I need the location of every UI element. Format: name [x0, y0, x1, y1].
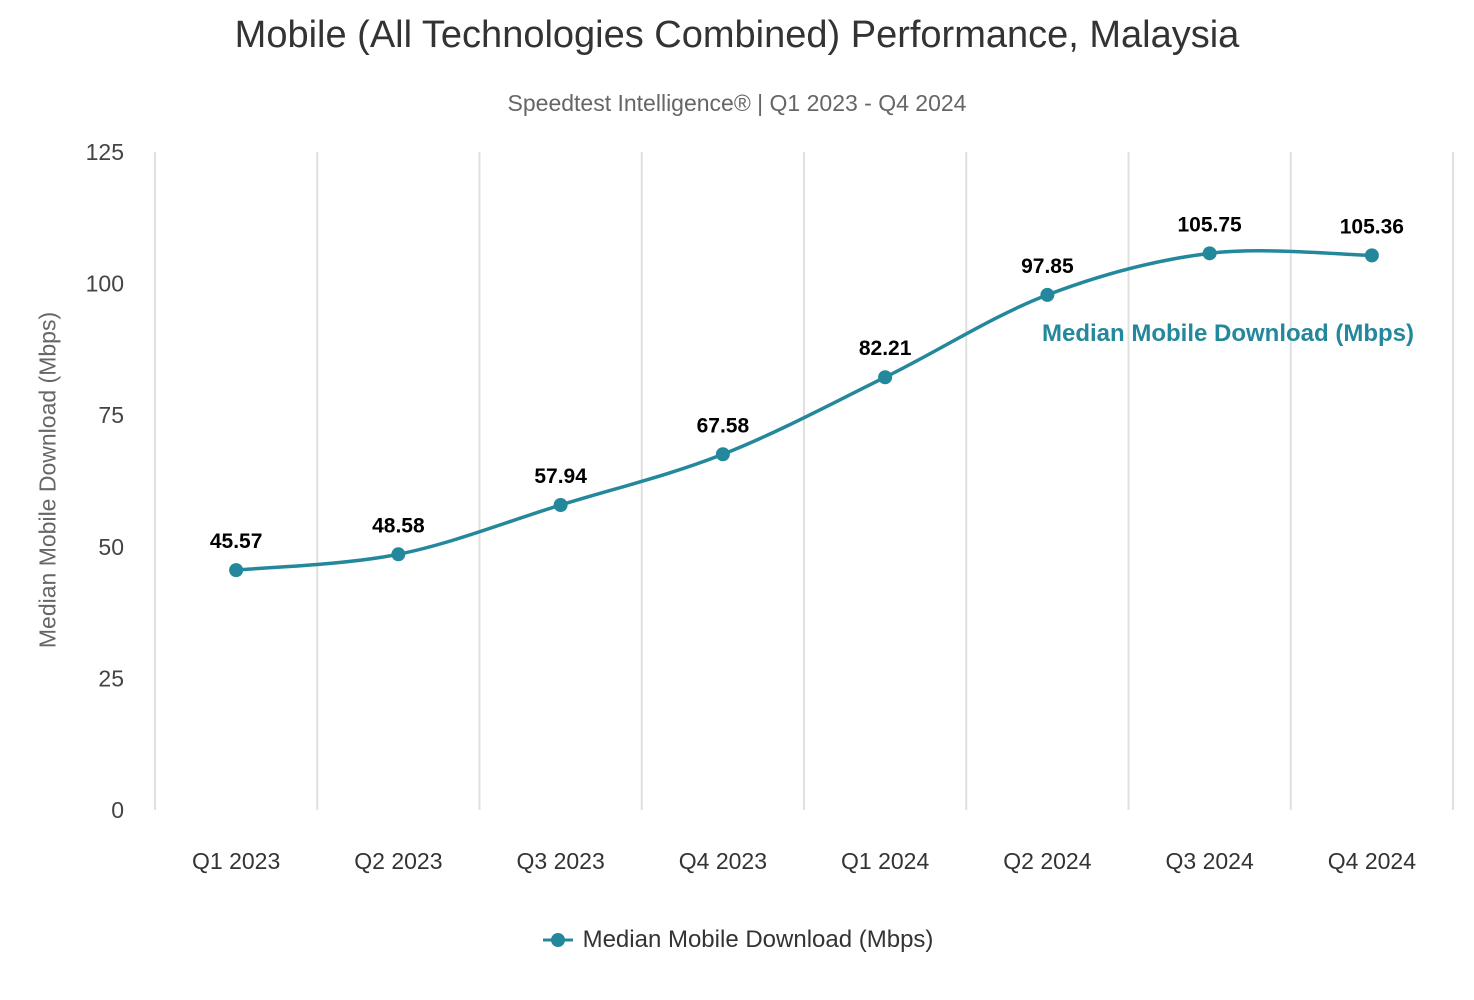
- x-tick-label: Q2 2024: [1003, 848, 1091, 874]
- data-label: 105.36: [1340, 215, 1404, 238]
- data-point: [1040, 287, 1055, 302]
- x-tick-label: Q4 2024: [1328, 848, 1416, 874]
- x-tick-label: Q4 2023: [679, 848, 767, 874]
- data-point: [229, 563, 244, 578]
- data-point: [1202, 246, 1217, 261]
- data-label: 67.58: [697, 414, 750, 437]
- y-tick-label: 25: [98, 665, 124, 691]
- series-annotation: Median Mobile Download (Mbps): [1042, 320, 1414, 347]
- x-tick-label: Q3 2024: [1166, 848, 1254, 874]
- data-label: 48.58: [372, 514, 425, 537]
- data-point: [1364, 248, 1379, 263]
- x-tick-label: Q2 2023: [354, 848, 442, 874]
- data-label: 82.21: [859, 337, 912, 360]
- y-tick-label: 100: [86, 271, 124, 297]
- y-tick-label: 50: [98, 534, 124, 560]
- data-point: [878, 370, 893, 385]
- x-tick-label: Q1 2024: [841, 848, 929, 874]
- y-tick-label: 75: [98, 402, 124, 428]
- data-label: 57.94: [534, 465, 587, 488]
- legend-label: Median Mobile Download (Mbps): [582, 926, 934, 953]
- y-tick-label: 125: [86, 139, 124, 165]
- data-label: 45.57: [210, 530, 263, 553]
- data-point: [715, 447, 730, 462]
- data-label: 105.75: [1178, 213, 1243, 236]
- chart-title: Mobile (All Technologies Combined) Perfo…: [234, 14, 1240, 56]
- y-tick-label: 0: [111, 797, 124, 823]
- data-point: [553, 498, 568, 513]
- chart-subtitle: Speedtest Intelligence® | Q1 2023 - Q4 2…: [507, 90, 967, 116]
- data-point: [391, 547, 406, 562]
- x-tick-label: Q3 2023: [517, 848, 605, 874]
- legend[interactable]: Median Mobile Download (Mbps): [0, 926, 1474, 954]
- series-line: [235, 249, 1372, 572]
- x-tick-label: Q1 2023: [192, 848, 280, 874]
- legend-marker-icon: [542, 933, 573, 947]
- data-label: 97.85: [1021, 255, 1074, 278]
